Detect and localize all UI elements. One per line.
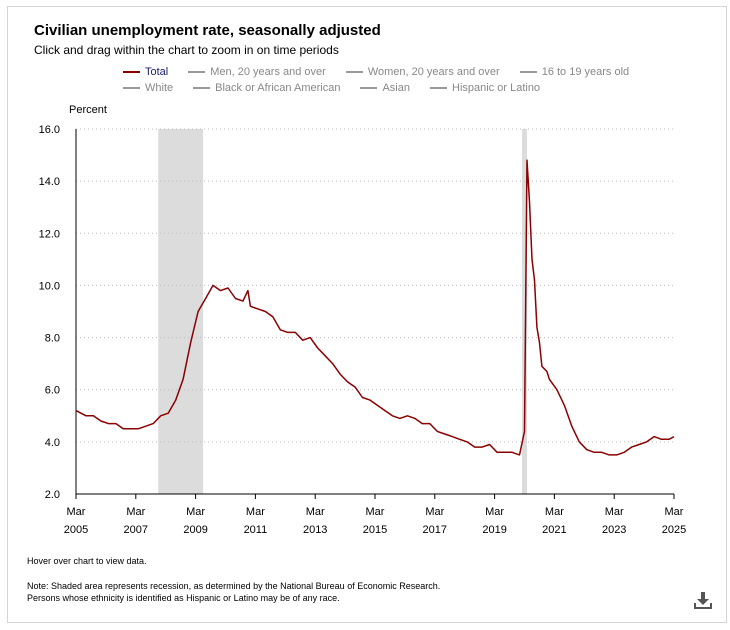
legend-row: Total Men, 20 years and over Women, 20 yea…	[123, 66, 649, 78]
y-tick-label: 10.0	[39, 280, 60, 292]
x-tick-label: 2015	[363, 524, 387, 536]
legend-label: Hispanic or Latino	[452, 82, 541, 94]
legend-item[interactable]: Women, 20 years and over	[345, 66, 500, 78]
x-tick-label: Mar	[306, 506, 325, 518]
hover-note: Hover over chart to view data.	[27, 556, 147, 566]
legend-swatch	[123, 71, 140, 73]
legend-swatch	[519, 71, 537, 73]
legend-swatch	[345, 71, 363, 73]
legend-label: White	[145, 82, 174, 94]
chart-subtitle: Click and drag within the chart to zoom …	[34, 43, 339, 57]
x-tick-label: 2021	[542, 524, 566, 536]
x-tick-label: 2013	[303, 524, 327, 536]
chart-title: Civilian unemployment rate, seasonally a…	[34, 22, 381, 39]
legend-swatch	[193, 87, 211, 89]
y-tick-label: 14.0	[39, 176, 60, 188]
y-tick-label: 12.0	[39, 228, 60, 240]
series-line-total	[75, 159, 675, 456]
legend-swatch	[123, 87, 140, 89]
x-tick-label: Mar	[67, 506, 86, 518]
legend-swatch	[430, 87, 447, 89]
x-tick-label: Mar	[665, 506, 684, 518]
legend-item[interactable]: Asian	[360, 82, 410, 94]
x-tick-label: 2009	[183, 524, 207, 536]
x-tick-label: Mar	[545, 506, 564, 518]
x-tick-label: Mar	[126, 506, 145, 518]
x-tick-label: 2019	[482, 524, 506, 536]
x-tick-label: Mar	[485, 506, 504, 518]
x-tick-label: 2025	[662, 524, 686, 536]
legend-label: Asian	[382, 82, 410, 94]
x-tick-label: Mar	[366, 506, 385, 518]
legend-item[interactable]: Black or African American	[193, 82, 340, 94]
y-tick-label: 8.0	[45, 333, 60, 345]
chart-frame	[7, 6, 727, 623]
y-tick-label: 6.0	[45, 385, 60, 397]
legend-item[interactable]: Total	[123, 66, 168, 78]
y-tick-label: 2.0	[45, 489, 60, 501]
x-tick-label: 2011	[244, 524, 268, 536]
x-tick-label: 2007	[124, 524, 148, 536]
legend-row: White Black or African American Asian Hispa…	[123, 82, 560, 94]
x-tick-label: Mar	[246, 506, 265, 518]
legend-label: Black or African American	[215, 82, 341, 94]
footnote-line: Note: Shaded area represents recession, …	[27, 581, 441, 591]
legend-swatch	[360, 87, 378, 89]
footnote-line: Persons whose ethnicity is identified as…	[27, 593, 340, 603]
legend-item[interactable]: Hispanic or Latino	[430, 82, 540, 94]
legend-label: Women, 20 years and over	[367, 66, 500, 78]
x-tick-label: Mar	[425, 506, 444, 518]
recession-band	[521, 129, 527, 494]
y-tick-label: 4.0	[45, 437, 60, 449]
legend-label: Total	[145, 66, 169, 78]
x-tick-label: 2023	[602, 524, 626, 536]
x-tick-label: Mar	[186, 506, 205, 518]
recession-band	[158, 129, 204, 494]
y-tick-label: 16.0	[39, 124, 60, 136]
x-tick-label: 2017	[423, 524, 447, 536]
x-tick-label: 2005	[64, 524, 88, 536]
legend-item[interactable]: 16 to 19 years old	[519, 66, 630, 78]
download-icon[interactable]	[692, 590, 714, 612]
legend-swatch	[188, 71, 206, 73]
x-tick-label: Mar	[605, 506, 624, 518]
footnote: Note: Shaded area represents recession, …	[27, 580, 440, 604]
y-axis-label: Percent	[69, 104, 107, 116]
legend-item[interactable]: Men, 20 years and over	[188, 66, 326, 78]
legend-label: 16 to 19 years old	[541, 66, 630, 78]
legend-label: Men, 20 years and over	[210, 66, 326, 78]
legend-item[interactable]: White	[123, 82, 173, 94]
